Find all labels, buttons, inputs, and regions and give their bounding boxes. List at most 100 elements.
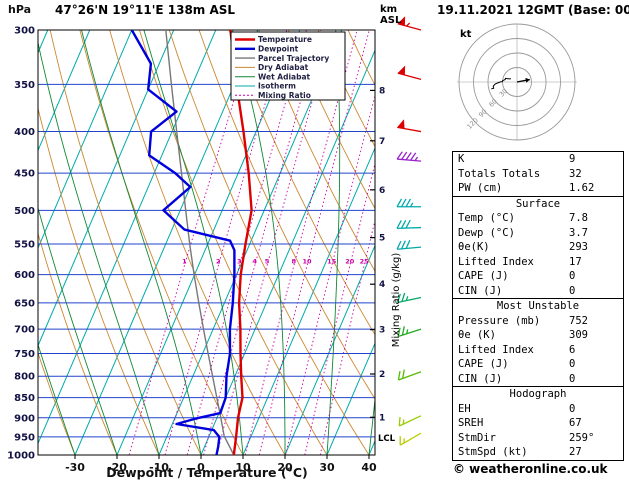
table-row-label: θe(K) xyxy=(458,241,490,253)
legend-label: Parcel Trajectory xyxy=(258,54,329,63)
mixing-ratio-value-label: 20 xyxy=(345,258,355,266)
wind-barb xyxy=(396,292,422,304)
wind-barb xyxy=(396,151,422,162)
km-tick-label: 5 xyxy=(379,234,385,244)
mixing-ratio-line xyxy=(203,30,322,455)
pressure-unit-label: hPa xyxy=(8,3,31,16)
pressure-grid: 300 350 400 450 500 550 600 650 700 750 800 850 900 9… xyxy=(7,26,376,462)
legend-label: Dewpoint xyxy=(258,45,299,54)
mixing-ratio-line xyxy=(186,30,307,455)
table-section-title: Most Unstable xyxy=(496,300,580,312)
table-row-value: 32 xyxy=(569,167,582,180)
table-row-label: CAPE (J) xyxy=(458,358,509,370)
isotherm-line xyxy=(284,244,375,455)
wind-barb-full xyxy=(396,240,402,250)
pressure-tick-label: 600 xyxy=(14,270,35,281)
pressure-tick-label: 350 xyxy=(14,80,35,91)
table-row-value: 1.62 xyxy=(569,182,595,194)
wind-barb-half xyxy=(406,22,411,27)
x-axis-tick-label: 0 xyxy=(197,461,205,474)
table-row-value: 7.8 xyxy=(569,212,588,224)
dewpoint-curve xyxy=(130,30,236,455)
table-row: CAPE (J) 0 xyxy=(453,357,623,372)
legend-label: Isotherm xyxy=(258,82,296,91)
table-row: Lifted Index 6 xyxy=(453,343,623,358)
table-row: θe(K) 293 xyxy=(453,240,623,255)
table-row-label: θe (K) xyxy=(458,329,496,341)
wind-barb xyxy=(397,326,422,338)
wind-barb-full xyxy=(410,152,417,161)
wind-barb-staff xyxy=(397,246,422,250)
wind-barb-flag xyxy=(397,65,406,76)
wind-barb-full xyxy=(400,198,407,208)
isotherm-line xyxy=(158,30,343,455)
pressure-tick-label: 500 xyxy=(14,206,35,217)
mixing-ratio-axis-label: Mixing Ratio (g/kg) xyxy=(391,253,402,348)
table-row: EH 0 xyxy=(453,402,623,417)
dry-adiabat-line xyxy=(258,30,375,273)
table-section-surface: Surface Temp (°C) 7.8 Dewp (°C) 3.7 θe(K) 293 L… xyxy=(452,196,624,299)
pressure-tick-label: 400 xyxy=(14,127,35,138)
dry-adiabat-line xyxy=(49,30,202,455)
wind-barb xyxy=(397,65,422,80)
table-row-value: 0 xyxy=(569,372,576,385)
pressure-tick-label: 750 xyxy=(14,349,35,360)
wind-barb-full xyxy=(396,151,403,160)
hodograph-ring-label: 120 xyxy=(465,116,479,130)
isotherm-line xyxy=(38,30,175,347)
wind-barb-full xyxy=(405,219,411,229)
table-row-label: StmDir xyxy=(458,431,496,444)
wind-barb-full xyxy=(405,240,411,249)
table-section-title: Surface xyxy=(515,197,561,210)
wind-barb-full xyxy=(396,220,402,229)
datetime-title: 19.11.2021 12GMT (Base: 00) xyxy=(437,3,629,17)
hodograph-ring xyxy=(473,38,561,126)
table-row-value: 3.7 xyxy=(569,226,588,239)
table-section-indices: K 9 Totals Totals 32 PW (cm) 1.62 xyxy=(452,151,624,197)
hodograph-ring xyxy=(458,23,576,141)
table-row-label: CIN (J) xyxy=(458,284,503,297)
table-row-value: 259° xyxy=(569,431,595,444)
x-axis-label: Dewpoint / Temperature (°C) xyxy=(106,465,307,480)
wind-barb-full xyxy=(396,198,403,208)
table-row: Lifted Index 17 xyxy=(453,255,623,270)
lcl-label: LCL xyxy=(378,434,396,444)
wind-barb-flag xyxy=(396,119,405,129)
wind-barb-staff xyxy=(397,328,422,338)
wind-barb-full xyxy=(397,371,401,381)
mixing-ratio-value-label: 15 xyxy=(327,258,337,266)
parcel-trajectory-curve xyxy=(165,30,235,455)
pressure-tick-label: 650 xyxy=(14,298,35,309)
x-axis-tick-label: 20 xyxy=(277,461,293,474)
wind-barb-full xyxy=(397,327,401,337)
profiles xyxy=(130,30,253,455)
x-axis-tick-label: 10 xyxy=(235,461,251,474)
pressure-tick-label: 850 xyxy=(14,393,35,404)
mixing-ratio-value-label: 1 xyxy=(182,258,187,266)
hodograph-ring-label: 30 xyxy=(498,87,510,99)
table-row-label: StmSpd (kt) xyxy=(458,446,528,458)
table-row-value: 27 xyxy=(569,446,582,458)
hodograph-ring-label: 90 xyxy=(477,108,489,120)
temperature-curve xyxy=(229,30,253,455)
wind-barb-full xyxy=(401,326,405,336)
hodograph-ring xyxy=(487,52,547,112)
wind-barb xyxy=(398,415,422,427)
wind-barb-half xyxy=(409,202,414,208)
hodograph-unit-label: kt xyxy=(460,29,472,40)
wind-barb-full xyxy=(402,369,405,379)
wet-adiabat-line xyxy=(368,395,375,455)
km-tick-label: 6 xyxy=(379,186,385,196)
pressure-tick-label: 550 xyxy=(14,239,35,250)
legend-label: Temperature xyxy=(258,35,312,44)
isotherm-line xyxy=(326,342,375,455)
wind-barb-full xyxy=(405,152,412,161)
mixing-ratio-value-label: 10 xyxy=(302,258,312,266)
wind-barb-staff xyxy=(398,371,422,381)
table-row-label: CIN (J) xyxy=(458,372,503,385)
table-row: CAPE (J) 0 xyxy=(453,269,623,284)
